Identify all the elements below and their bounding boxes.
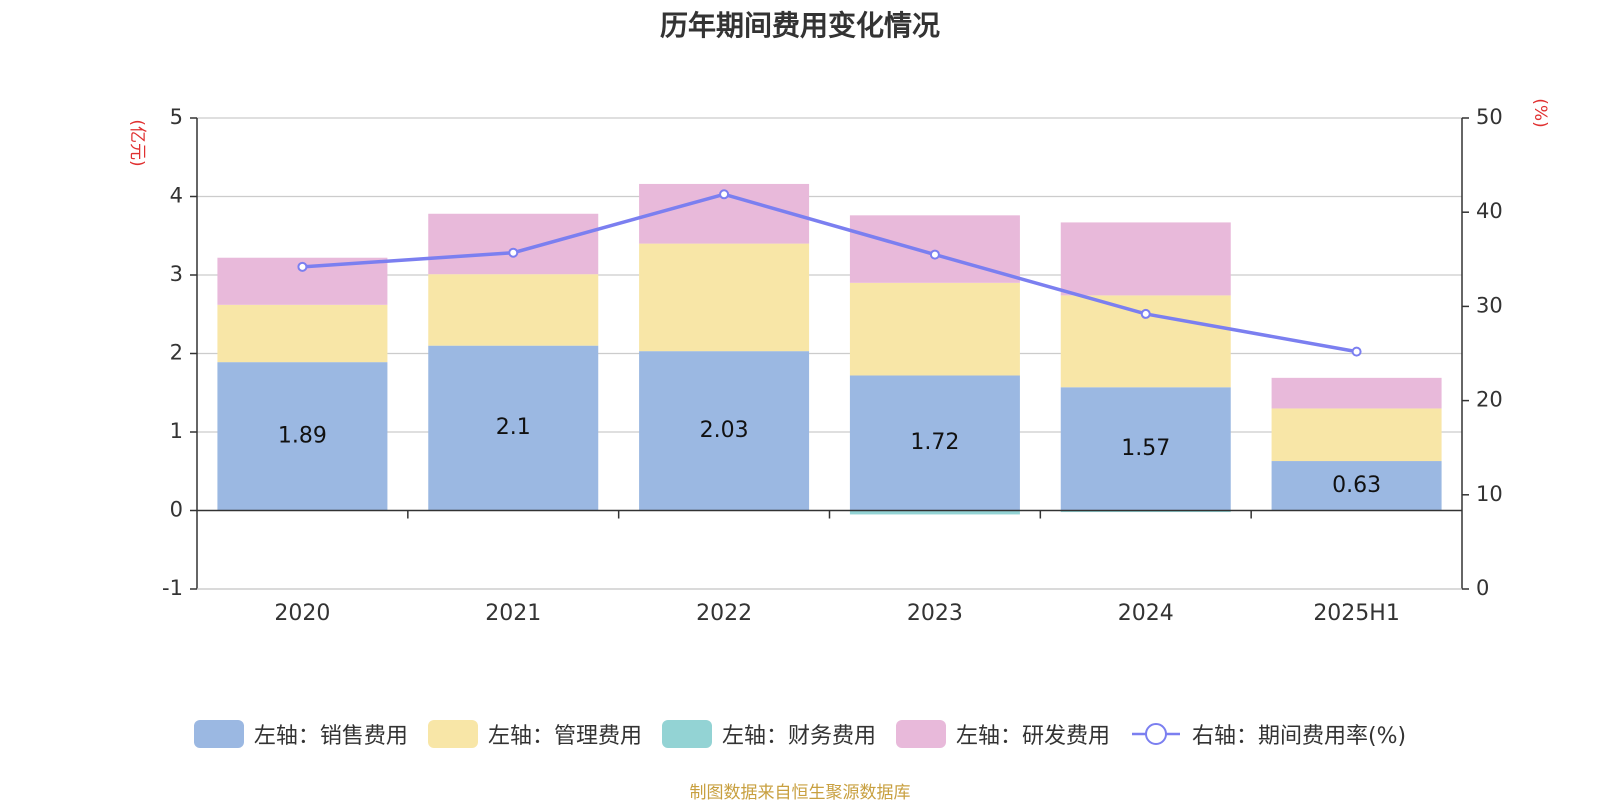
right-axis-tick-label: 30: [1476, 293, 1503, 317]
legend-swatch-finance: [661, 720, 712, 748]
x-axis-category-label: 2022: [696, 601, 752, 626]
bar-series: [217, 183, 1442, 515]
x-axis-category-label: 2020: [274, 601, 330, 626]
legend-item-rnd[interactable]: 左轴：研发费用: [895, 718, 1110, 750]
legend-label-rnd: 左轴：研发费用: [955, 724, 1110, 749]
bar-segment: [1271, 377, 1442, 409]
legend-item-admin[interactable]: 左轴：管理费用: [427, 718, 642, 750]
bar-segment: [1060, 510, 1231, 513]
left-axis-tick-label: -1: [162, 576, 183, 600]
chart-legend: 左轴：销售费用 左轴：管理费用 左轴：财务费用 左轴：研发费用 右轴：期间费用率…: [0, 718, 1600, 750]
right-axis-tick-label: 10: [1476, 482, 1503, 506]
rate-line-series: [297, 189, 1362, 357]
rate-point: [297, 261, 308, 272]
bar-segment: [1271, 461, 1442, 511]
legend-swatch-rate-icon: [1131, 723, 1180, 745]
x-axis-category-label: 2025H1: [1313, 601, 1400, 626]
x-axis-category-label: 2021: [485, 601, 541, 626]
bar-segment: [428, 345, 599, 511]
left-axis-tick-label: 5: [170, 105, 183, 129]
legend-label-finance: 左轴：财务费用: [721, 724, 876, 749]
bar-data-label: 2.03: [700, 418, 749, 443]
left-axis-tick-label: 0: [170, 498, 183, 522]
rate-point: [719, 189, 730, 200]
right-axis-unit-label: (%): [1530, 98, 1550, 127]
rate-point: [1140, 308, 1151, 319]
legend-swatch-admin: [427, 720, 478, 748]
bar-segment: [428, 274, 599, 346]
data-labels: 1.89 2.1 2.03 1.72 1.57 0.63: [278, 415, 1381, 498]
bar-data-label: 1.72: [910, 430, 959, 455]
bar-segment: [1060, 387, 1231, 511]
left-axis-tick-label: 1: [170, 419, 183, 443]
bar-segment: [1271, 408, 1442, 462]
rate-point: [1351, 346, 1362, 357]
bar-segment: [849, 375, 1020, 511]
bar-segment: [849, 282, 1020, 376]
legend-swatch-sales: [193, 720, 244, 748]
left-axis-unit-label: (亿元): [127, 119, 147, 166]
legend-label-sales: 左轴：销售费用: [253, 724, 408, 749]
legend-item-finance[interactable]: 左轴：财务费用: [661, 718, 876, 750]
bar-data-label: 1.89: [278, 423, 327, 448]
legend-swatch-rnd: [895, 720, 946, 748]
bar-segment: [217, 304, 388, 363]
bar-segment: [849, 510, 1020, 515]
bar-segment: [428, 213, 599, 275]
legend-item-rate[interactable]: 右轴：期间费用率(%): [1130, 718, 1406, 750]
bar-segment: [1060, 222, 1231, 296]
source-note: 制图数据来自恒生聚源数据库: [689, 783, 911, 803]
rate-point: [508, 247, 519, 258]
legend-item-sales[interactable]: 左轴：销售费用: [193, 718, 408, 750]
bar-segment: [639, 243, 810, 352]
bar-data-label: 1.57: [1121, 436, 1170, 461]
legend-label-admin: 左轴：管理费用: [487, 724, 642, 749]
left-axis-tick-label: 3: [170, 262, 183, 286]
bar-data-label: 0.63: [1332, 473, 1381, 498]
right-axis-tick-label: 50: [1476, 105, 1503, 129]
right-axis-tick-label: 40: [1476, 199, 1503, 223]
x-axis-category-label: 2024: [1118, 601, 1174, 626]
left-axis-tick-label: 4: [170, 184, 183, 208]
rate-point: [929, 249, 940, 260]
chart-title: 历年期间费用变化情况: [659, 9, 940, 42]
right-axis-tick-label: 20: [1476, 388, 1503, 412]
x-axis-category-label: 2023: [907, 601, 963, 626]
bar-data-label: 2.1: [496, 415, 531, 440]
bar-segment: [639, 351, 810, 511]
bar-segment: [217, 362, 388, 511]
rate-line: [302, 192, 1357, 354]
legend-label-rate: 右轴：期间费用率(%): [1191, 724, 1407, 749]
right-axis-tick-label: 0: [1476, 576, 1489, 600]
left-axis-tick-label: 2: [170, 341, 183, 365]
